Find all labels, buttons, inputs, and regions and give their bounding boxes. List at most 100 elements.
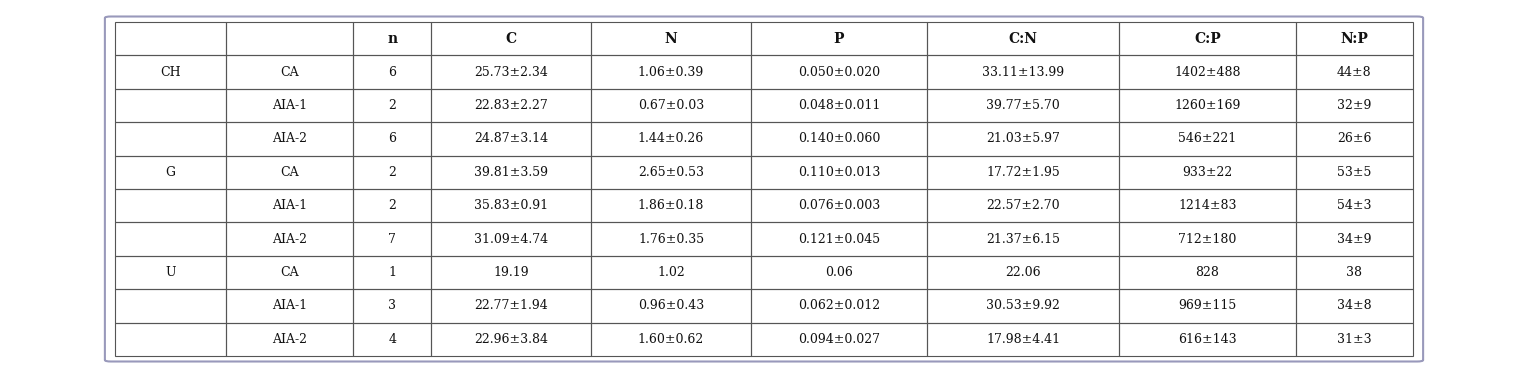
Text: 6: 6 [388,65,396,79]
Text: 35.83±0.91: 35.83±0.91 [474,199,549,212]
Text: 53±5: 53±5 [1337,166,1372,179]
Text: 31.09±4.74: 31.09±4.74 [474,233,549,246]
Text: 7: 7 [388,233,396,246]
Text: 1.02: 1.02 [657,266,685,279]
Text: 24.87±3.14: 24.87±3.14 [474,132,549,146]
Bar [226,256,353,289]
Text: 19.19: 19.19 [494,266,529,279]
Text: 1: 1 [388,266,396,279]
Bar [750,189,927,222]
Bar [927,256,1120,289]
Text: 1.86±0.18: 1.86±0.18 [637,199,704,212]
Bar [226,289,353,323]
Bar [1120,256,1296,289]
Text: 1.60±0.62: 1.60±0.62 [637,333,704,346]
Text: 969±115: 969±115 [1178,299,1236,312]
Text: 828: 828 [1195,266,1219,279]
Text: 34±9: 34±9 [1337,233,1372,246]
Bar [353,222,431,256]
Text: 0.06: 0.06 [825,266,853,279]
FancyBboxPatch shape [105,17,1423,361]
Text: 0.094±0.027: 0.094±0.027 [798,333,880,346]
Bar [591,289,750,323]
Text: 0.076±0.003: 0.076±0.003 [798,199,880,212]
Bar [353,122,431,156]
Bar [353,89,431,122]
Text: 32±9: 32±9 [1337,99,1372,112]
Bar [750,289,927,323]
Text: 0.121±0.045: 0.121±0.045 [798,233,880,246]
Bar [1120,323,1296,356]
Text: 546±221: 546±221 [1178,132,1236,146]
Text: CA: CA [280,65,299,79]
Bar [750,323,927,356]
Bar [431,89,591,122]
Text: 712±180: 712±180 [1178,233,1236,246]
Bar [1120,89,1296,122]
Bar [1296,156,1413,189]
Text: 2: 2 [388,99,396,112]
Text: 39.77±5.70: 39.77±5.70 [987,99,1060,112]
Bar [431,189,591,222]
Bar [927,122,1120,156]
Bar [431,256,591,289]
Bar [750,22,927,55]
Bar [591,256,750,289]
Bar [115,55,226,89]
Bar [1296,222,1413,256]
Bar [431,55,591,89]
Bar [591,189,750,222]
Bar [431,156,591,189]
Text: AIA-1: AIA-1 [272,299,307,312]
Text: 17.98±4.41: 17.98±4.41 [986,333,1060,346]
Bar [750,256,927,289]
Text: 38: 38 [1346,266,1363,279]
Bar [226,55,353,89]
Bar [1296,256,1413,289]
Text: 21.03±5.97: 21.03±5.97 [987,132,1060,146]
Bar [927,189,1120,222]
Bar [353,156,431,189]
Bar [1120,189,1296,222]
Bar [353,55,431,89]
Text: CA: CA [280,266,299,279]
Bar [591,156,750,189]
Bar [431,289,591,323]
Text: 933±22: 933±22 [1183,166,1233,179]
Text: 22.77±1.94: 22.77±1.94 [474,299,549,312]
Bar [115,89,226,122]
Bar [115,222,226,256]
Text: AIA-2: AIA-2 [272,132,307,146]
Text: 22.96±3.84: 22.96±3.84 [474,333,549,346]
Bar [750,122,927,156]
Text: 2: 2 [388,166,396,179]
Bar [1296,22,1413,55]
Bar [750,222,927,256]
Bar [1296,323,1413,356]
Text: 0.67±0.03: 0.67±0.03 [637,99,704,112]
Bar [1296,89,1413,122]
Text: 22.06: 22.06 [1005,266,1041,279]
Bar [226,22,353,55]
Bar [431,323,591,356]
Bar [927,289,1120,323]
Bar [353,323,431,356]
Text: C:N: C:N [1008,32,1038,46]
Text: CA: CA [280,166,299,179]
Bar [353,289,431,323]
Bar [750,156,927,189]
Bar [115,323,226,356]
Text: AIA-2: AIA-2 [272,233,307,246]
Bar [431,122,591,156]
Bar [927,22,1120,55]
Bar [591,55,750,89]
Text: C:P: C:P [1195,32,1221,46]
Text: C: C [506,32,516,46]
Text: U: U [165,266,176,279]
Bar [1120,289,1296,323]
Text: 1260±169: 1260±169 [1175,99,1241,112]
Bar [115,22,226,55]
Text: N: N [665,32,677,46]
Text: G: G [165,166,176,179]
Bar [750,55,927,89]
